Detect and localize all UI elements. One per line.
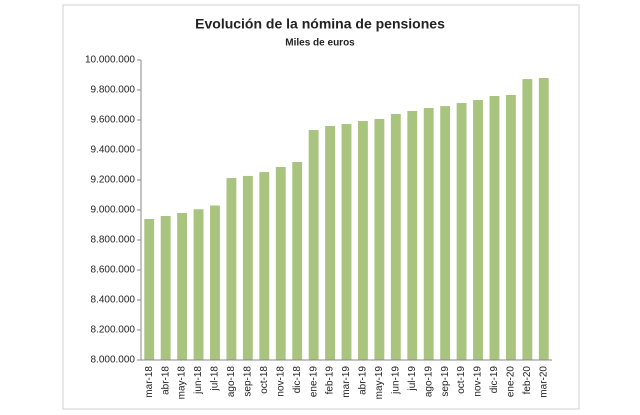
x-tick-label: oct-19 xyxy=(456,366,467,394)
bar xyxy=(456,103,467,361)
y-tick-label: 8.400.000 xyxy=(91,295,136,306)
x-tick-label: feb-20 xyxy=(522,366,533,395)
x-tick-label: dic-19 xyxy=(489,366,500,394)
x-tick-label: mar-18 xyxy=(144,366,155,398)
bar xyxy=(522,79,533,361)
chart-frame xyxy=(62,4,580,410)
x-tick-label: jun-18 xyxy=(193,366,204,395)
x-tick-label: sep-19 xyxy=(440,366,451,397)
x-tick-label: jun-19 xyxy=(390,366,401,395)
x-tick-label: oct-18 xyxy=(259,366,270,394)
bar xyxy=(358,121,368,360)
y-tick-label: 8.200.000 xyxy=(91,325,136,336)
x-tick-label: abr-19 xyxy=(358,366,369,395)
bar xyxy=(489,96,500,360)
bar xyxy=(259,172,270,360)
y-tick-label: 9.600.000 xyxy=(91,115,136,126)
y-tick-label: 9.000.000 xyxy=(91,205,136,216)
x-tick-label: ene-20 xyxy=(506,366,517,398)
bar xyxy=(177,213,188,360)
y-tick-label: 8.600.000 xyxy=(91,265,136,276)
x-tick-label: may-19 xyxy=(374,366,385,400)
bar xyxy=(473,100,483,361)
x-tick-label: mar-20 xyxy=(538,366,549,398)
bar xyxy=(407,111,418,360)
x-tick-label: may-18 xyxy=(177,366,188,400)
bar xyxy=(423,108,434,360)
bar xyxy=(242,175,253,360)
x-tick-label: ago-19 xyxy=(423,366,434,398)
bar xyxy=(226,178,237,360)
x-tick-label: abr-18 xyxy=(160,366,171,395)
y-tick-label: 9.200.000 xyxy=(91,175,136,186)
bar xyxy=(144,219,155,360)
x-tick-label: ago-18 xyxy=(226,366,237,398)
y-tick-label: 9.400.000 xyxy=(91,145,136,156)
chart-title: Evolución de la nómina de pensiones xyxy=(195,16,445,32)
x-tick-label: sep-18 xyxy=(243,366,254,397)
x-tick-label: nov-19 xyxy=(473,366,484,397)
bar xyxy=(505,94,516,360)
y-tick-label: 10.000.000 xyxy=(85,55,135,66)
bar xyxy=(292,162,303,360)
bar xyxy=(390,114,401,360)
y-tick-label: 8.800.000 xyxy=(91,235,136,246)
bar xyxy=(193,209,204,360)
x-tick-label: jul-19 xyxy=(407,366,418,392)
bar xyxy=(325,126,335,360)
bar xyxy=(308,130,319,360)
x-tick-label: jul-18 xyxy=(210,366,221,392)
y-tick-label: 8.000.000 xyxy=(91,355,136,366)
x-tick-label: mar-19 xyxy=(341,366,352,398)
y-tick-label: 9.800.000 xyxy=(91,85,136,96)
bar xyxy=(275,166,286,360)
bar xyxy=(341,124,352,360)
x-tick-label: ene-19 xyxy=(308,366,319,398)
bar xyxy=(210,205,220,360)
x-tick-label: dic-18 xyxy=(292,366,303,394)
bar xyxy=(440,106,451,360)
x-tick-label: nov-18 xyxy=(275,366,286,397)
chart-subtitle: Miles de euros xyxy=(285,38,355,49)
bar xyxy=(374,118,385,360)
x-tick-label: feb-19 xyxy=(325,366,336,395)
bar xyxy=(160,216,171,360)
bar xyxy=(538,78,549,360)
